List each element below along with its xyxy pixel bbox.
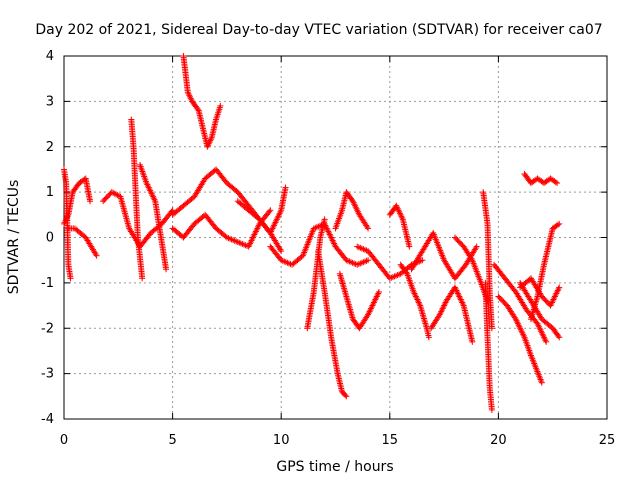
data-point (321, 216, 328, 223)
data-point (266, 208, 273, 215)
y-tick-label: 2 (46, 140, 54, 155)
y-tick-label: -3 (41, 367, 54, 382)
data-point (67, 275, 74, 282)
x-tick-label: 20 (490, 433, 507, 448)
y-tick-label: -1 (41, 276, 54, 291)
data-point (267, 207, 274, 214)
y-tick-label: 4 (46, 49, 54, 64)
x-tick-label: 0 (60, 433, 68, 448)
data-point (406, 243, 413, 250)
axes-layer: 0 5 10 15 20 25 -4 -3 -2 -1 0 1 2 3 4 (41, 49, 615, 448)
x-tick-label: 5 (168, 433, 176, 448)
data-point (87, 198, 94, 205)
x-tick-label: 15 (382, 433, 399, 448)
y-tick-label: 1 (46, 185, 54, 200)
y-tick-label: 3 (46, 94, 54, 109)
y-tick-label: 0 (46, 231, 54, 246)
data-point (278, 248, 285, 255)
data-point (375, 288, 382, 295)
chart-title: Day 202 of 2021, Sidereal Day-to-day VTE… (35, 22, 602, 38)
data-point (93, 252, 100, 259)
y-tick-label: -4 (41, 412, 54, 427)
data-point (194, 106, 201, 113)
data-point (365, 225, 372, 232)
data-point (343, 393, 350, 400)
x-tick-label: 25 (599, 433, 616, 448)
data-point (543, 338, 550, 345)
data-point (217, 102, 224, 109)
x-tick-label: 10 (273, 433, 290, 448)
y-tick-label: -2 (41, 321, 54, 336)
data-point (365, 257, 372, 264)
data-point (163, 266, 170, 273)
data-point (469, 338, 476, 345)
data-point (139, 275, 146, 282)
data-point (425, 334, 432, 341)
data-point (488, 325, 495, 332)
data-point (342, 392, 349, 399)
data-point (473, 243, 480, 250)
data-point (419, 257, 426, 264)
data-point (282, 184, 289, 191)
data-point (538, 379, 545, 386)
points-layer (61, 53, 563, 413)
data-point (488, 406, 495, 413)
